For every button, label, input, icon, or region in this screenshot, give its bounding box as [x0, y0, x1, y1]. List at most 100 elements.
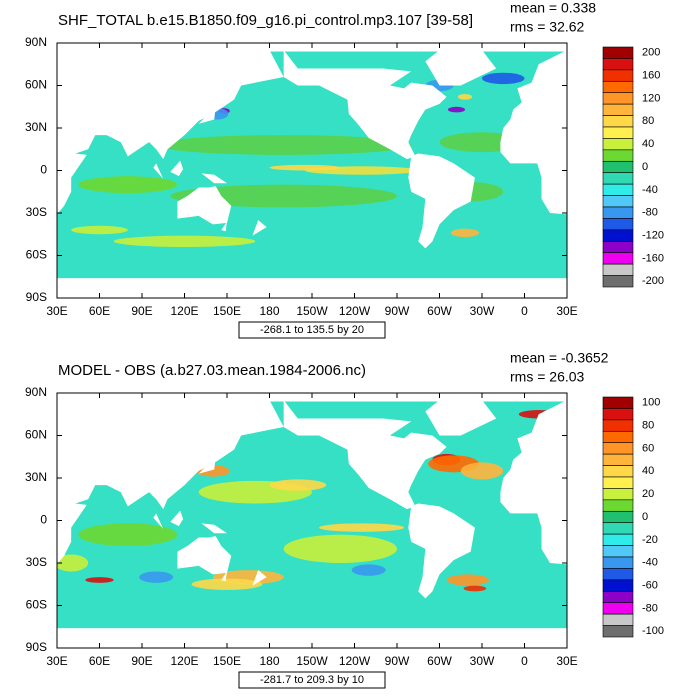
land: [170, 510, 184, 527]
lon-label: 180: [259, 304, 279, 318]
field-region: [351, 564, 386, 576]
lat-label: 30S: [26, 205, 47, 219]
lon-label: 90E: [131, 654, 152, 668]
map-panel: [57, 43, 567, 298]
colorbar-box: [602, 488, 634, 501]
colorbar-box: [602, 590, 634, 604]
field-region: [269, 164, 341, 171]
lat-label: 90S: [26, 290, 47, 304]
contour-info-box: [238, 321, 386, 339]
field-region: [71, 225, 128, 235]
colorbar-label: -40: [642, 184, 658, 196]
colorbar-box: [602, 183, 634, 196]
lat-label: 60N: [25, 78, 47, 92]
colorbar-box: [602, 499, 634, 512]
lon-label: 90W: [385, 304, 410, 318]
land: [500, 400, 567, 565]
lon-label: 120E: [170, 654, 198, 668]
colorbar-label: 60: [642, 442, 654, 454]
lon-label: 90W: [385, 654, 410, 668]
colorbar-label: -60: [642, 579, 658, 591]
field-region: [283, 534, 398, 563]
colorbar-box: [602, 46, 634, 59]
colorbar-box: [602, 419, 634, 432]
field-region: [448, 106, 465, 113]
colorbar-box: [602, 115, 634, 128]
mean-stat: mean = -0.3652: [510, 350, 609, 366]
colorbar-label: 0: [642, 511, 648, 523]
lon-label: 120W: [339, 654, 371, 668]
colorbar-box: [602, 149, 634, 162]
colorbar-box: [602, 625, 634, 638]
field-region: [457, 94, 473, 100]
lon-label: 30E: [46, 654, 67, 668]
lon-label: 0: [521, 654, 528, 668]
colorbar-label: 200: [642, 47, 660, 59]
lon-label: 0: [521, 304, 528, 318]
colorbar-box: [602, 195, 634, 208]
lon-label: 60E: [89, 304, 110, 318]
colorbar-box: [602, 568, 634, 581]
land: [177, 186, 232, 225]
lat-label: 0: [40, 513, 47, 527]
lon-label: 150E: [213, 304, 241, 318]
colorbar-label: 80: [642, 115, 654, 127]
lon-label: 90E: [131, 304, 152, 318]
colorbar-box: [602, 556, 634, 569]
contour-info: -281.7 to 209.3 by 10: [260, 674, 364, 686]
colorbar-box: [602, 240, 634, 254]
colorbar-label: -160: [642, 252, 664, 264]
colorbar-box: [602, 396, 634, 409]
colorbar-box: [602, 263, 634, 276]
field-region: [446, 574, 490, 586]
land: [283, 400, 447, 510]
land: [252, 220, 267, 236]
colorbar-box: [602, 103, 634, 116]
colorbar-label: 40: [642, 138, 654, 150]
colorbar-box: [602, 138, 634, 151]
lon-label: 60W: [427, 654, 452, 668]
lon-label: 120E: [170, 304, 198, 318]
field-region: [156, 135, 412, 155]
map-panel: [57, 393, 567, 648]
lon-label: 30E: [556, 654, 577, 668]
land: [283, 50, 447, 160]
colorbar-box: [602, 69, 634, 82]
land: [425, 400, 497, 436]
colorbar-box: [602, 522, 634, 535]
land: [177, 536, 232, 575]
colorbar-box: [602, 160, 634, 174]
field-region: [78, 523, 178, 547]
land: [500, 50, 567, 215]
field-region: [463, 585, 487, 592]
land: [198, 106, 216, 124]
colorbar-box: [602, 80, 634, 94]
colorbar-box: [602, 408, 634, 421]
colorbar-label: 40: [642, 465, 654, 477]
land: [170, 160, 184, 177]
colorbar-box: [602, 430, 634, 444]
colorbar-box: [602, 172, 634, 185]
colorbar-box: [602, 579, 634, 592]
lon-label: 30W: [470, 654, 495, 668]
mean-stat: mean = 0.338: [510, 0, 596, 16]
colorbar-box: [602, 465, 634, 478]
colorbar-box: [602, 453, 634, 466]
field-region: [319, 523, 405, 532]
land: [201, 523, 227, 534]
colorbar-label: -80: [642, 602, 658, 614]
colorbar-box: [602, 218, 634, 231]
land: [153, 513, 164, 529]
land: [252, 570, 267, 586]
field-region: [191, 578, 263, 590]
colorbar-box: [602, 206, 634, 219]
lat-label: 90S: [26, 640, 47, 654]
lat-label: 90N: [25, 385, 47, 399]
lat-label: 30S: [26, 555, 47, 569]
colorbar-label: 160: [642, 69, 660, 81]
land: [57, 400, 284, 565]
land: [221, 571, 227, 582]
colorbar-box: [602, 275, 634, 288]
field-region: [460, 462, 504, 480]
colorbar-box: [602, 510, 634, 524]
